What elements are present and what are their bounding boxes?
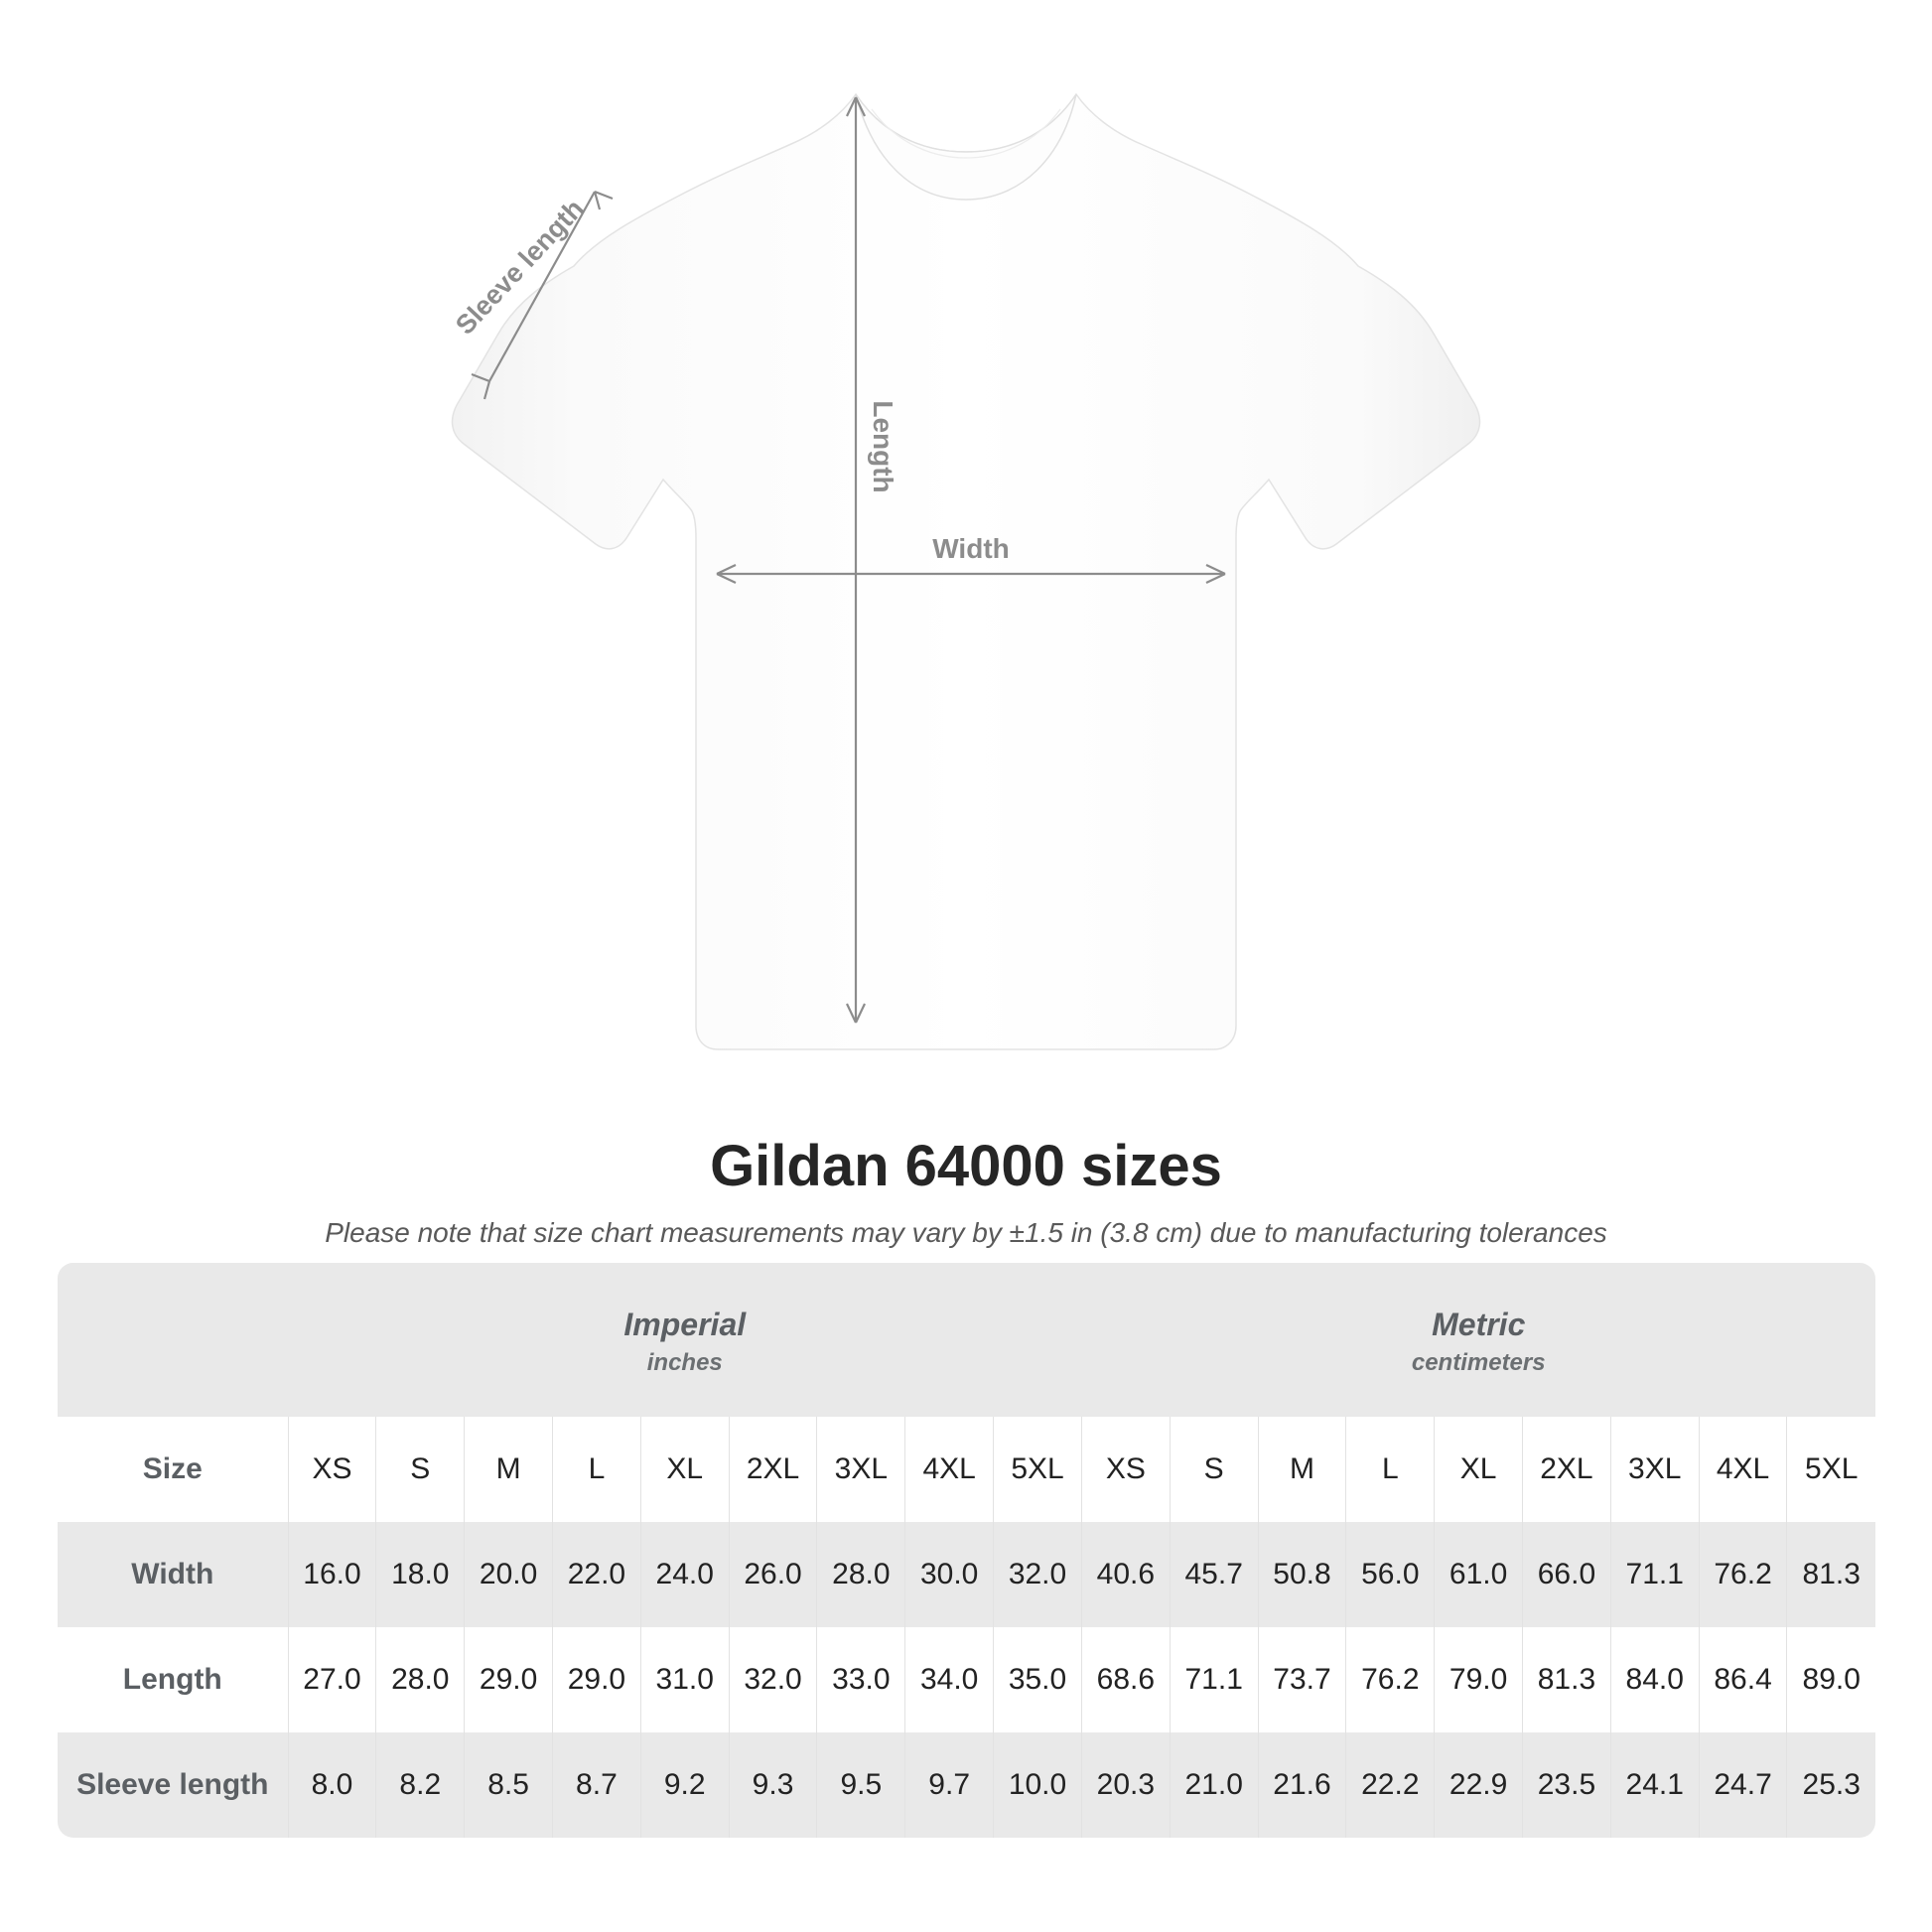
svg-text:Length: Length (868, 400, 898, 492)
svg-text:Width: Width (932, 533, 1010, 564)
